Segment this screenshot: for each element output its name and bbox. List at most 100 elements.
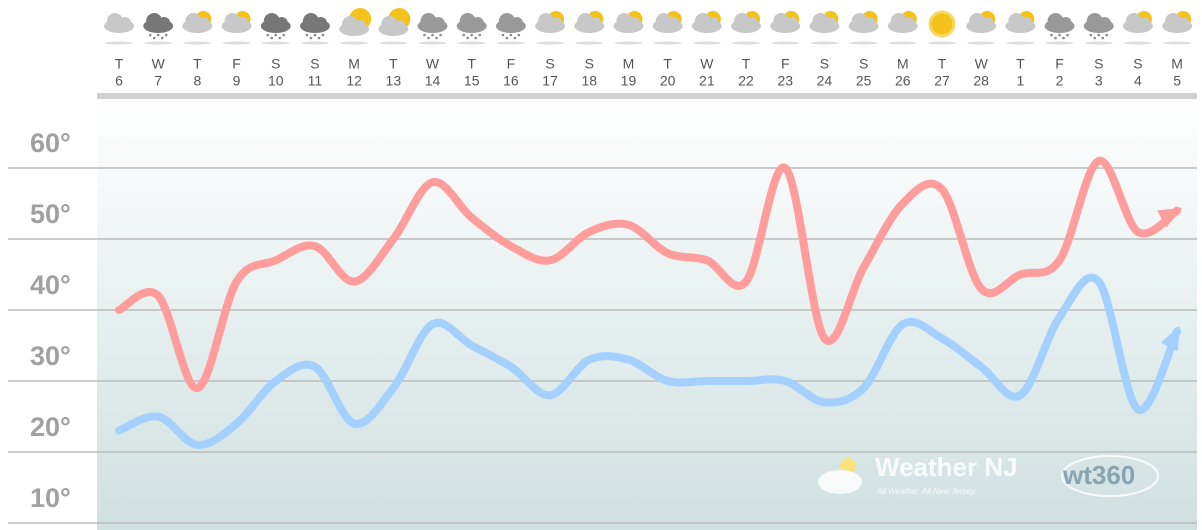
x-weekday-label: S: [859, 56, 868, 72]
icon-part: [746, 17, 759, 29]
x-weekday-label: W: [152, 56, 166, 72]
icon-part: [928, 10, 956, 38]
icon-part: [513, 36, 517, 40]
icon-shadow: [1084, 41, 1113, 45]
icon-part: [305, 33, 309, 37]
icon-part: [1054, 36, 1057, 40]
y-tick-label: 30°: [30, 341, 71, 371]
icon-part: [812, 13, 829, 29]
icon-part: [1020, 17, 1033, 29]
icon-part: [270, 36, 274, 40]
icon-part: [616, 13, 633, 29]
icon-part: [510, 17, 523, 29]
x-tick-label: 10: [268, 73, 284, 89]
icon-part: [420, 13, 437, 29]
icon-part: [1101, 36, 1105, 40]
x-weekday-label: T: [1016, 56, 1025, 72]
icon-part: [498, 13, 515, 29]
x-weekday-label: T: [663, 56, 672, 72]
icon-part: [158, 17, 171, 29]
x-tick-label: 20: [660, 73, 676, 89]
icon-part: [474, 36, 478, 40]
x-tick-label: 3: [1095, 73, 1103, 89]
icon-part: [509, 33, 513, 37]
x-weekday-label: T: [115, 56, 124, 72]
icon-part: [107, 13, 123, 29]
x-weekday-label: S: [310, 56, 319, 72]
icon-part: [146, 13, 163, 29]
icon-part: [148, 33, 152, 37]
icon-shadow: [927, 41, 956, 45]
line-arrowhead: [1160, 325, 1180, 352]
icon-part: [505, 36, 509, 40]
icon-part: [1089, 33, 1093, 37]
icon-part: [1165, 13, 1182, 29]
icon-shadow: [967, 41, 996, 45]
x-tick-label: 19: [621, 73, 637, 89]
icon-part: [1097, 33, 1101, 37]
icon-part: [471, 17, 484, 29]
x-weekday-label: S: [585, 56, 594, 72]
icon-part: [274, 33, 278, 37]
icon-part: [275, 17, 288, 29]
icon-part: [824, 17, 837, 29]
icon-part: [1066, 33, 1069, 37]
icon-part: [317, 36, 321, 40]
x-weekday-label: W: [700, 56, 714, 72]
icon-shadow: [379, 41, 408, 45]
tagline: All Weather. All New Jersey.: [876, 487, 977, 496]
icon-part: [734, 13, 751, 29]
icon-part: [354, 20, 367, 32]
x-weekday-label: T: [193, 56, 202, 72]
icon-part: [785, 17, 798, 29]
weather-icons: [104, 8, 1193, 45]
icon-shadow: [1045, 41, 1074, 45]
icon-part: [197, 17, 210, 29]
icon-part: [1105, 33, 1109, 37]
icon-part: [550, 17, 563, 29]
x-tick-label: 9: [233, 73, 241, 89]
x-tick-label: 1: [1016, 73, 1024, 89]
icon-part: [119, 17, 131, 29]
icon-part: [501, 33, 505, 37]
x-tick-label: 4: [1134, 73, 1142, 89]
temperature-line: [115, 273, 1182, 449]
x-tick-label: 12: [346, 73, 362, 89]
icon-shadow: [810, 41, 839, 45]
icon-part: [185, 13, 202, 29]
partner: wt360: [1062, 460, 1135, 490]
icon-part: [577, 13, 594, 29]
icon-shadow: [849, 41, 878, 45]
icon-part: [1093, 36, 1097, 40]
icon-shadow: [105, 41, 133, 45]
icon-part: [969, 13, 986, 29]
icon-part: [517, 33, 521, 37]
icon-part: [706, 17, 719, 29]
icon-part: [470, 33, 474, 37]
icon-part: [1059, 17, 1072, 29]
line-arrowhead: [1157, 207, 1183, 228]
y-tick-label: 60°: [30, 128, 71, 158]
icon-part: [282, 33, 286, 37]
x-weekday-label: T: [467, 56, 476, 72]
x-weekday-label: T: [742, 56, 751, 72]
x-weekday-label: T: [389, 56, 398, 72]
temperature-line: [115, 156, 1182, 393]
x-tick-label: 8: [193, 73, 201, 89]
icon-part: [538, 13, 555, 29]
icon-shadow: [1006, 41, 1035, 45]
icon-shadow: [536, 41, 565, 45]
x-weekday-label: S: [271, 56, 280, 72]
y-tick-label: 20°: [30, 412, 71, 442]
x-weekday-label: S: [545, 56, 554, 72]
icon-part: [381, 16, 398, 32]
icon-part: [432, 17, 445, 29]
icon-shadow: [300, 41, 329, 45]
y-tick-label: 10°: [30, 483, 71, 513]
icon-shadow: [261, 41, 290, 45]
icon-part: [462, 33, 466, 37]
x-tick-label: 18: [581, 73, 597, 89]
icon-part: [655, 13, 672, 29]
icon-part: [890, 13, 907, 29]
icon-part: [667, 17, 680, 29]
